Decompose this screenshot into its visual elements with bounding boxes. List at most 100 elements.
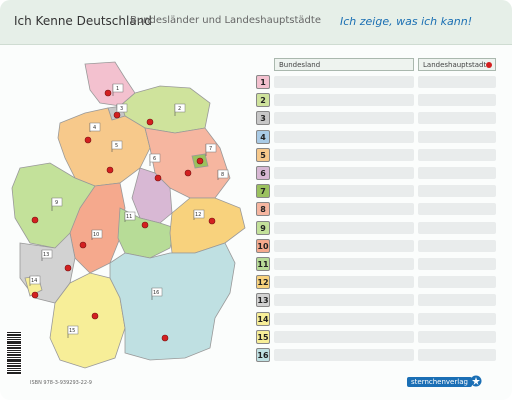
bundesland-input[interactable] [274, 349, 414, 361]
flag-13: 13 [41, 249, 53, 261]
star-icon [470, 375, 482, 387]
table-row: 2 [256, 93, 501, 108]
landeshauptstadt-input[interactable] [418, 76, 496, 88]
flag-14: 14 [29, 275, 41, 286]
svg-text:7: 7 [209, 146, 212, 152]
red-dot-icon [486, 62, 492, 68]
table-row: 3 [256, 111, 501, 126]
landeshauptstadt-input[interactable] [418, 239, 496, 252]
capital-dot [104, 89, 112, 97]
row-number-badge: 13 [256, 293, 270, 308]
capital-dot [113, 111, 121, 119]
capital-dot [79, 241, 87, 249]
svg-text:4: 4 [93, 125, 96, 131]
row-number-badge: 16 [256, 348, 270, 362]
row-number-badge: 14 [256, 311, 270, 326]
table-row: 7 [256, 184, 501, 199]
table-row: 12 [256, 275, 501, 290]
slogan: Ich zeige, was ich kann! [340, 15, 473, 28]
svg-text:14: 14 [31, 278, 37, 284]
bundesland-input[interactable] [274, 221, 414, 234]
bundesland-input[interactable] [274, 276, 414, 289]
table-row: 16 [256, 348, 501, 362]
flag-10: 10 [91, 229, 103, 240]
landeshauptstadt-input[interactable] [418, 112, 496, 125]
bundesland-input[interactable] [274, 330, 414, 343]
flag-2: 2 [174, 103, 186, 116]
landeshauptstadt-input[interactable] [418, 148, 496, 161]
row-number-badge: 12 [256, 275, 270, 290]
landeshauptstadt-input[interactable] [418, 276, 496, 289]
row-number-badge: 8 [256, 202, 270, 217]
landeshauptstadt-input[interactable] [418, 203, 496, 216]
state-thueringen [117, 207, 176, 259]
capital-dot [196, 157, 204, 165]
capital-dot [154, 174, 162, 182]
landeshauptstadt-input[interactable] [418, 330, 496, 343]
header-bar: Ich Kenne Deutschland Bundesländer und L… [0, 0, 512, 45]
table-row: 11 [256, 257, 501, 271]
bundesland-input[interactable] [274, 258, 414, 270]
row-number-badge: 15 [256, 329, 270, 344]
svg-text:12: 12 [195, 212, 201, 218]
page-title: Ich Kenne Deutschland [14, 14, 152, 28]
svg-text:1: 1 [116, 86, 119, 92]
row-number-badge: 1 [256, 75, 270, 89]
capital-dot [141, 221, 149, 229]
row-number-badge: 4 [256, 129, 270, 144]
row-number-badge: 7 [256, 184, 270, 199]
page-subtitle: Bundesländer und Landeshauptstädte [130, 15, 321, 26]
bundesland-input[interactable] [274, 130, 414, 143]
bundesland-input[interactable] [274, 203, 414, 216]
row-number-badge: 6 [256, 166, 270, 180]
table-row: 4 [256, 129, 501, 144]
bundesland-input[interactable] [274, 312, 414, 325]
bundesland-input[interactable] [274, 76, 414, 88]
table-row: 13 [256, 293, 501, 308]
flag-6: 6 [149, 153, 161, 166]
row-number-badge: 3 [256, 111, 270, 126]
capital-dot [161, 334, 169, 342]
row-number-badge: 9 [256, 220, 270, 235]
publisher-logo: sternchenverlag [407, 377, 472, 387]
landeshauptstadt-input[interactable] [418, 130, 496, 143]
bundesland-input[interactable] [274, 167, 414, 179]
capital-dot [31, 216, 39, 224]
svg-text:2: 2 [178, 106, 181, 112]
bundesland-input[interactable] [274, 239, 414, 252]
landeshauptstadt-input[interactable] [418, 167, 496, 179]
bundesland-input[interactable] [274, 294, 414, 307]
svg-text:6: 6 [153, 156, 156, 162]
state-flags: 1 2 3 4 5 6 7 8 9 10 11 12 13 14 15 16 [29, 83, 229, 338]
column-header-landeshauptstadt: Landeshauptstadt [418, 58, 496, 71]
svg-text:13: 13 [43, 252, 49, 258]
landeshauptstadt-input[interactable] [418, 94, 496, 107]
table-row: 5 [256, 147, 501, 162]
flag-1: 1 [112, 83, 124, 96]
germany-map: 1 2 3 4 5 6 7 8 9 10 11 12 13 14 15 16 [11, 61, 246, 369]
row-number-badge: 11 [256, 257, 270, 271]
table-row: 8 [256, 202, 501, 217]
state-bayern [109, 242, 236, 361]
bundesland-input[interactable] [274, 185, 414, 198]
landeshauptstadt-input[interactable] [418, 294, 496, 307]
landeshauptstadt-input[interactable] [418, 221, 496, 234]
landeshauptstadt-input[interactable] [418, 312, 496, 325]
landeshauptstadt-input[interactable] [418, 258, 496, 270]
flag-12: 12 [193, 209, 205, 220]
row-number-badge: 2 [256, 93, 270, 108]
capital-dot [91, 312, 99, 320]
capital-dot [106, 166, 114, 174]
svg-text:16: 16 [153, 290, 159, 296]
flag-3: 3 [116, 103, 128, 113]
column-header-bundesland: Bundesland [274, 58, 414, 71]
landeshauptstadt-input[interactable] [418, 349, 496, 361]
bundesland-input[interactable] [274, 112, 414, 125]
row-number-badge: 5 [256, 147, 270, 162]
capital-dot [146, 118, 154, 126]
landeshauptstadt-input[interactable] [418, 185, 496, 198]
svg-text:5: 5 [115, 143, 118, 149]
bundesland-input[interactable] [274, 94, 414, 107]
bundesland-input[interactable] [274, 148, 414, 161]
flag-15: 15 [67, 325, 79, 338]
